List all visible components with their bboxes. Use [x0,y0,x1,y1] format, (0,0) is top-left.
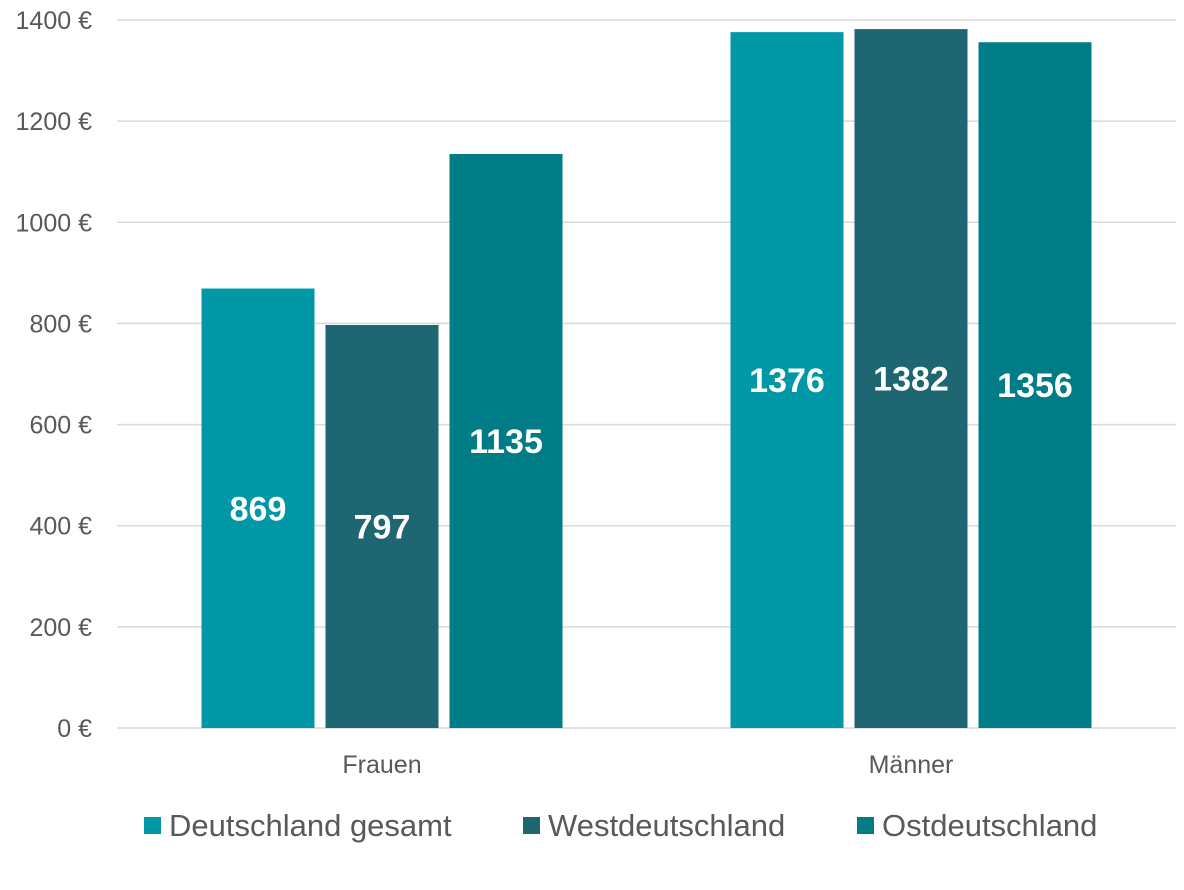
y-tick-label-1400: 1400 € [16,7,93,35]
data-label-m-nner-2: 1356 [997,367,1073,405]
data-label-frauen-2: 1135 [469,423,543,461]
bar-m-nner-ostdeutschland [978,42,1092,729]
category-label-1: Männer [869,751,954,779]
legend: Deutschland gesamt Westdeutschland Ostdeut… [144,808,1097,843]
y-tick-label-800: 800 € [29,310,92,338]
y-tick-label-1000: 1000 € [16,209,93,237]
legend-label-0: Deutschland gesamt [169,808,452,843]
y-tick-label-200: 200 € [29,614,92,642]
bar-frauen-deutschland-gesamt [201,288,315,728]
y-axis-tick-labels: 0 € 200 € 400 € 600 € 800 € 1000 € 1200 € 1400 … [16,7,93,743]
y-tick-label-0: 0 € [57,715,92,743]
y-tick-label-1200: 1200 € [16,108,93,136]
data-label-m-nner-0: 1376 [749,362,825,400]
bar-frauen-ostdeutschland [449,154,563,728]
data-label-frauen-1: 797 [354,508,411,546]
y-tick-label-400: 400 € [29,513,92,541]
bar-frauen-westdeutschland [325,324,439,728]
x-axis-category-labels: Frauen Männer [342,751,953,779]
data-labels: 869 797 1135 1376 1382 1356 [230,361,1073,547]
bar-m-nner-deutschland-gesamt [730,32,844,728]
legend-swatch-1 [523,817,540,834]
legend-label-2: Ostdeutschland [882,808,1097,843]
data-label-frauen-0: 869 [230,490,287,528]
bars [201,29,1092,729]
legend-swatch-0 [144,817,161,834]
data-label-m-nner-1: 1382 [873,361,949,399]
category-label-0: Frauen [342,751,421,779]
legend-label-1: Westdeutschland [548,808,785,843]
bar-m-nner-westdeutschland [854,29,968,729]
legend-swatch-2 [857,817,874,834]
y-tick-label-600: 600 € [29,412,92,440]
